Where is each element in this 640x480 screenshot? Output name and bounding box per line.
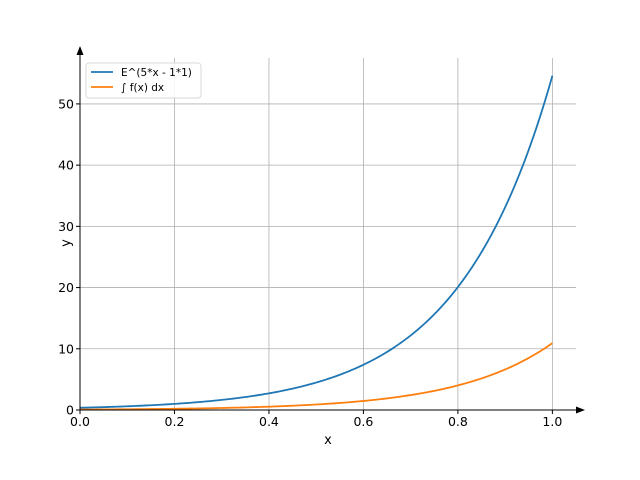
x-axis-arrow — [576, 406, 585, 414]
x-tick-label: 0.4 — [259, 414, 279, 429]
x-tick-label: 0.8 — [448, 414, 468, 429]
legend-label-0: E^(5*x - 1*1) — [121, 67, 192, 79]
y-tick-label: 20 — [58, 280, 74, 295]
legend: E^(5*x - 1*1) ∫ f(x) dx — [85, 62, 202, 99]
series-line-1 — [79, 342, 553, 411]
y-tick-label: 40 — [58, 158, 74, 173]
y-tick-label: 0 — [66, 403, 74, 418]
y-tick-label: 30 — [58, 219, 74, 234]
x-tick-label: 0.2 — [165, 414, 185, 429]
series-layer — [79, 75, 554, 411]
grid — [79, 58, 576, 411]
x-tick-label: 1.0 — [542, 414, 562, 429]
legend-box — [85, 62, 202, 99]
series-line-0 — [79, 75, 554, 409]
y-tick-label: 10 — [58, 341, 74, 356]
x-axis-label: x — [324, 433, 332, 448]
y-tick-label: 50 — [58, 96, 74, 111]
legend-label-1: ∫ f(x) dx — [121, 82, 164, 94]
axes — [76, 46, 585, 414]
y-axis-arrow — [76, 46, 84, 55]
y-axis-label: y — [59, 239, 74, 247]
x-tick-label: 0.0 — [70, 414, 90, 429]
ticks: 0.0 0.2 0.4 0.6 0.8 1.0 0 10 20 30 40 50 — [58, 96, 562, 429]
x-tick-label: 0.6 — [353, 414, 373, 429]
